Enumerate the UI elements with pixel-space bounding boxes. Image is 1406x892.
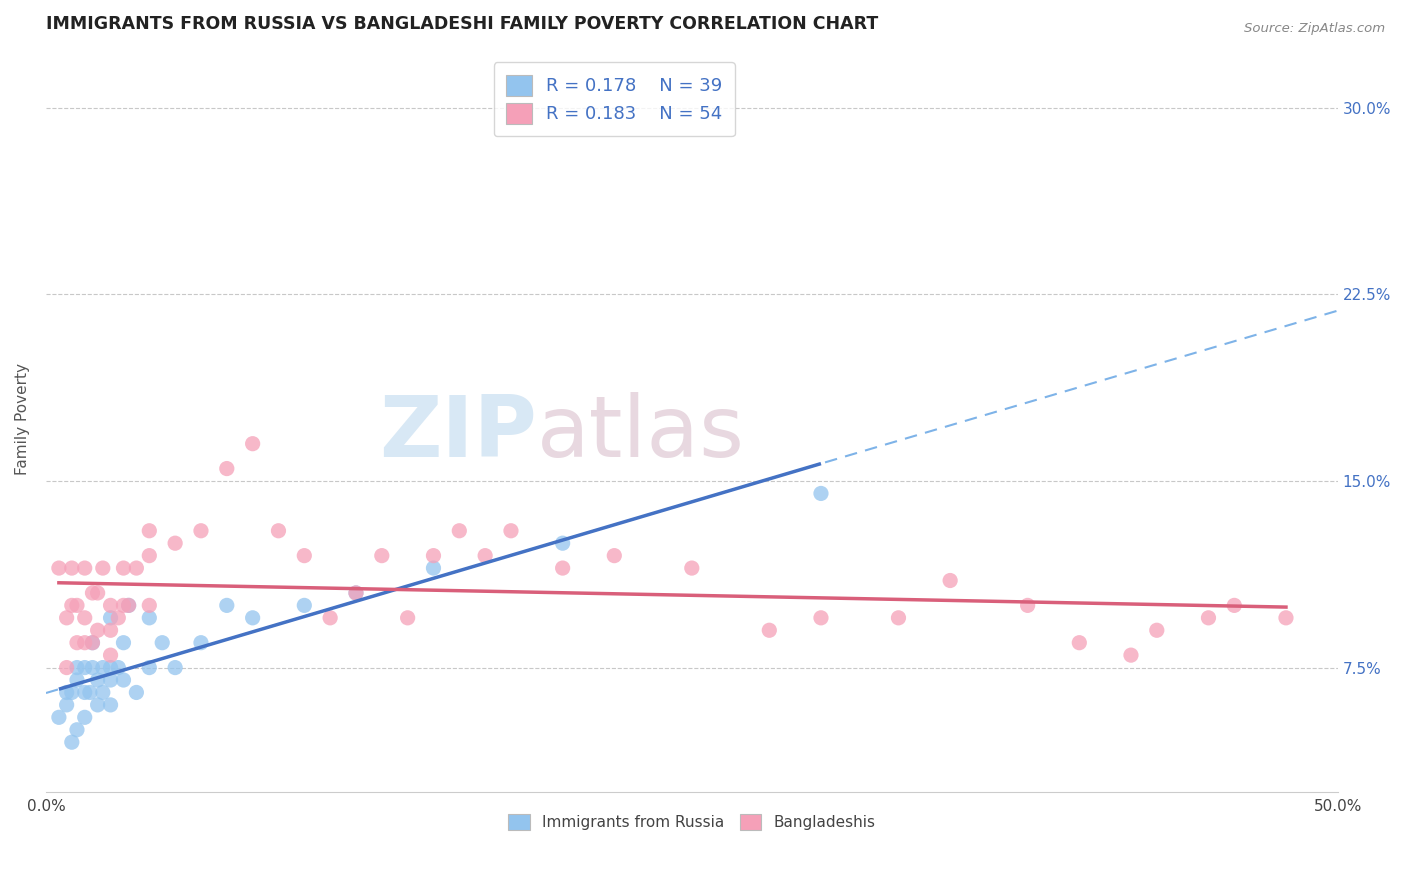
Point xyxy=(66,636,89,650)
Point xyxy=(344,586,367,600)
Point xyxy=(82,636,104,650)
Point xyxy=(66,673,89,687)
Point xyxy=(150,636,173,650)
Point xyxy=(551,561,574,575)
Point xyxy=(86,673,108,687)
Point xyxy=(100,660,122,674)
Point xyxy=(474,549,496,563)
Point xyxy=(73,636,96,650)
Point xyxy=(319,611,342,625)
Point xyxy=(810,611,832,625)
Point xyxy=(292,549,315,563)
Point xyxy=(125,561,148,575)
Point xyxy=(48,710,70,724)
Point xyxy=(215,461,238,475)
Point xyxy=(100,611,122,625)
Point xyxy=(100,599,122,613)
Point xyxy=(371,549,394,563)
Point xyxy=(60,735,83,749)
Point xyxy=(55,611,77,625)
Point xyxy=(91,660,114,674)
Point xyxy=(117,599,139,613)
Point xyxy=(100,673,122,687)
Point xyxy=(73,611,96,625)
Legend: Immigrants from Russia, Bangladeshis: Immigrants from Russia, Bangladeshis xyxy=(502,808,882,837)
Point xyxy=(73,561,96,575)
Point xyxy=(73,710,96,724)
Point xyxy=(73,660,96,674)
Point xyxy=(91,561,114,575)
Point xyxy=(100,648,122,662)
Point xyxy=(758,624,780,638)
Point xyxy=(422,561,444,575)
Point xyxy=(55,698,77,712)
Point xyxy=(1223,599,1246,613)
Point xyxy=(73,685,96,699)
Point xyxy=(86,624,108,638)
Point xyxy=(60,561,83,575)
Point xyxy=(165,536,187,550)
Point xyxy=(100,698,122,712)
Text: IMMIGRANTS FROM RUSSIA VS BANGLADESHI FAMILY POVERTY CORRELATION CHART: IMMIGRANTS FROM RUSSIA VS BANGLADESHI FA… xyxy=(46,15,879,33)
Point xyxy=(48,561,70,575)
Point xyxy=(138,599,160,613)
Point xyxy=(344,586,367,600)
Point xyxy=(100,624,122,638)
Point xyxy=(190,636,212,650)
Point xyxy=(1275,611,1298,625)
Point xyxy=(91,685,114,699)
Point xyxy=(887,611,910,625)
Point xyxy=(939,574,962,588)
Point xyxy=(1146,624,1168,638)
Point xyxy=(107,660,129,674)
Point xyxy=(551,536,574,550)
Point xyxy=(1069,636,1091,650)
Point xyxy=(138,611,160,625)
Point xyxy=(66,599,89,613)
Point xyxy=(125,685,148,699)
Point xyxy=(165,660,187,674)
Point xyxy=(422,549,444,563)
Point xyxy=(82,586,104,600)
Point xyxy=(60,685,83,699)
Y-axis label: Family Poverty: Family Poverty xyxy=(15,363,30,475)
Point xyxy=(681,561,703,575)
Point xyxy=(396,611,419,625)
Point xyxy=(292,599,315,613)
Point xyxy=(60,599,83,613)
Point xyxy=(82,636,104,650)
Point xyxy=(112,561,135,575)
Point xyxy=(82,660,104,674)
Point xyxy=(1119,648,1142,662)
Point xyxy=(66,723,89,737)
Point xyxy=(107,611,129,625)
Point xyxy=(1017,599,1039,613)
Point xyxy=(112,636,135,650)
Point xyxy=(112,599,135,613)
Point xyxy=(449,524,471,538)
Point xyxy=(603,549,626,563)
Point xyxy=(86,698,108,712)
Point xyxy=(138,549,160,563)
Point xyxy=(55,685,77,699)
Point xyxy=(55,660,77,674)
Point xyxy=(190,524,212,538)
Point xyxy=(86,586,108,600)
Point xyxy=(242,436,264,450)
Point xyxy=(267,524,290,538)
Point xyxy=(138,524,160,538)
Text: atlas: atlas xyxy=(537,392,745,475)
Point xyxy=(112,673,135,687)
Point xyxy=(242,611,264,625)
Text: Source: ZipAtlas.com: Source: ZipAtlas.com xyxy=(1244,22,1385,36)
Point xyxy=(499,524,522,538)
Point xyxy=(117,599,139,613)
Point xyxy=(1198,611,1220,625)
Point xyxy=(138,660,160,674)
Point xyxy=(66,660,89,674)
Point xyxy=(79,685,101,699)
Point xyxy=(810,486,832,500)
Point xyxy=(215,599,238,613)
Text: ZIP: ZIP xyxy=(380,392,537,475)
